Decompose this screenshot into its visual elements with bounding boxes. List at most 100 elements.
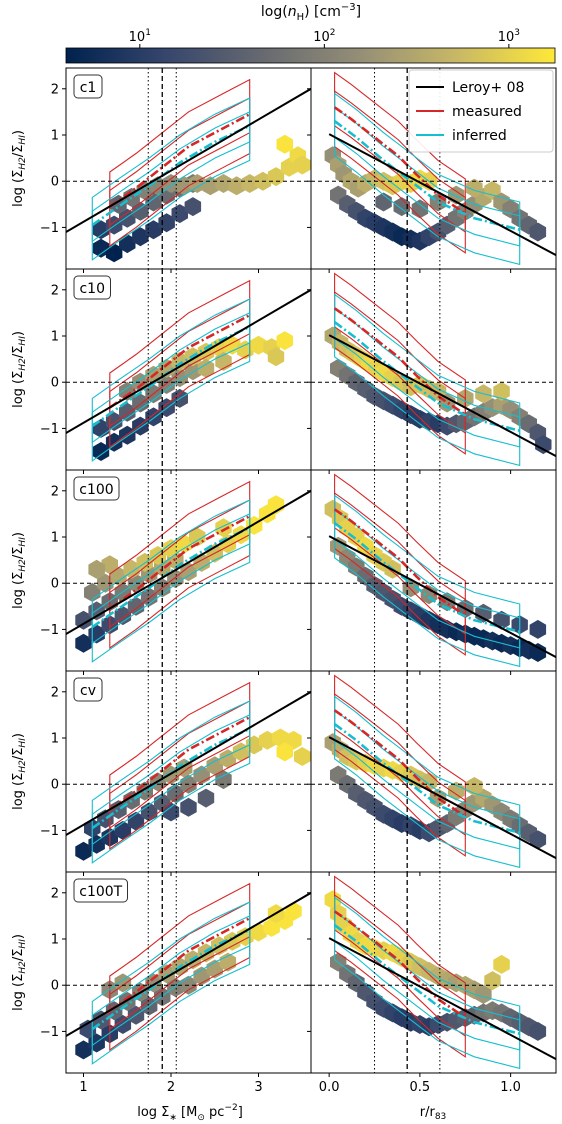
colorbar-tick-label: 103 — [498, 28, 520, 45]
y-tick-label: −1 — [40, 422, 59, 437]
hexbin — [475, 603, 492, 623]
measured-contour-inner — [334, 693, 466, 837]
panel-grid: −1 0 1 2 c1 log (ΣH2/ΣHI) −1 0 1 2 c10 log (ΣH2/ΣHI… — [11, 67, 557, 1095]
y-tick-label: 2 — [51, 685, 59, 700]
legend-item-measured: measured — [416, 104, 522, 120]
x-tick-label: 1.0 — [500, 1080, 521, 1095]
leroy-line — [328, 736, 556, 860]
hexbin — [294, 747, 311, 766]
legend-item-inferred: inferred — [416, 128, 507, 144]
leroy-line — [328, 937, 556, 1061]
x-tick-label: 3 — [254, 1080, 262, 1095]
y-tick-label: 0 — [51, 778, 59, 793]
hexbin — [75, 633, 92, 653]
measured-contour-inner — [334, 291, 466, 435]
hexbin — [75, 841, 92, 861]
y-tick-label: 0 — [51, 979, 59, 994]
y-axis-label: log (ΣH2/ΣHI) — [11, 331, 28, 408]
hexbin — [267, 347, 285, 367]
legend-item-leroy: Leroy+ 08 — [416, 80, 524, 96]
hexbin — [535, 435, 552, 455]
inferred-contour-outer — [91, 901, 251, 1065]
y-axis-label: log (ΣH2/ΣHI) — [11, 934, 28, 1011]
inferred-contour-inner — [91, 513, 251, 645]
y-tick-label: 0 — [51, 376, 59, 391]
measured-median-line — [109, 917, 251, 1012]
hexbin — [276, 134, 293, 154]
y-axis-label: log (ΣH2/ΣHI) — [11, 733, 28, 810]
y-tick-label: 0 — [51, 175, 59, 190]
hexbin — [219, 749, 237, 769]
hexbin — [105, 243, 123, 263]
hexbin — [250, 922, 267, 942]
y-tick-label: −1 — [40, 221, 59, 236]
hexbin — [259, 730, 276, 750]
hexbin — [171, 204, 188, 224]
row-label: c10 — [79, 281, 105, 297]
inferred-contour-outer — [91, 298, 251, 462]
hexbin — [250, 335, 267, 355]
panel-c100T-right: 0.0 0.5 1.0 — [307, 871, 557, 1095]
x-tick-label: 0.5 — [410, 1080, 431, 1095]
inferred-contour-outer — [334, 494, 521, 668]
inferred-contour-inner — [91, 915, 251, 1047]
hexbin — [276, 331, 293, 351]
hexbin — [180, 562, 197, 582]
hexbin — [228, 176, 245, 196]
panel-cv-right — [307, 670, 557, 876]
hexbin — [294, 155, 311, 175]
measured-median-line — [109, 113, 251, 208]
hexbin — [189, 527, 206, 547]
measured-median-line — [333, 910, 467, 1019]
hexbin — [101, 555, 118, 575]
row-label-box — [73, 677, 103, 702]
hexbin — [241, 174, 258, 193]
hexbin — [158, 398, 175, 418]
measured-contour-inner — [334, 90, 466, 234]
inferred-contour-inner — [334, 709, 521, 850]
legend-label-measured: measured — [452, 104, 522, 120]
inferred-contour-outer — [334, 695, 521, 869]
hexbin — [375, 192, 392, 212]
legend: Leroy+ 08 measured inferred — [408, 69, 554, 153]
y-axis-label: log (ΣH2/ΣHI) — [11, 130, 28, 207]
y-axis-label: log (ΣH2/ΣHI) — [11, 532, 28, 609]
leroy-line — [328, 334, 556, 458]
legend-label-inferred: inferred — [452, 128, 507, 144]
y-tick-label: 2 — [51, 886, 59, 901]
inferred-contour-outer — [91, 700, 251, 864]
leroy-line — [66, 87, 311, 233]
hexbin — [529, 830, 547, 850]
hexbin — [493, 954, 510, 974]
colorbar: log(nH) [cm−3] 101 102 103 — [65, 2, 556, 64]
inferred-contour-outer — [334, 896, 521, 1070]
measured-median-line — [333, 508, 467, 617]
hexbin — [119, 234, 136, 254]
x-axis-label-left: log Σ∗ [M⊙ pc−2] — [137, 1103, 243, 1123]
measured-contour-outer — [334, 674, 466, 857]
colorbar-tick-label: 101 — [129, 28, 151, 45]
y-tick-label: −1 — [40, 623, 59, 638]
inferred-contour-inner — [334, 910, 521, 1051]
hexbin — [119, 381, 136, 401]
leroy-line — [66, 690, 311, 836]
row-label-box — [73, 275, 111, 300]
inferred-contour-outer — [334, 293, 521, 467]
panel-plot-area — [66, 269, 311, 470]
x-tick-label: 2 — [167, 1080, 175, 1095]
measured-contour-outer — [334, 473, 466, 656]
hexbin — [197, 788, 215, 808]
inferred-contour-inner — [334, 307, 521, 448]
measured-median-line — [109, 515, 251, 610]
hexbin — [466, 178, 483, 198]
measured-median-line — [333, 709, 467, 818]
y-tick-label: −1 — [40, 1025, 59, 1040]
hexbin — [162, 802, 180, 822]
hexbin — [92, 442, 110, 461]
y-tick-label: 1 — [51, 732, 59, 747]
hexbin — [75, 1040, 92, 1060]
panel-c1-right — [307, 67, 557, 273]
row-label: c100T — [79, 884, 122, 900]
y-tick-label: 1 — [51, 330, 59, 345]
